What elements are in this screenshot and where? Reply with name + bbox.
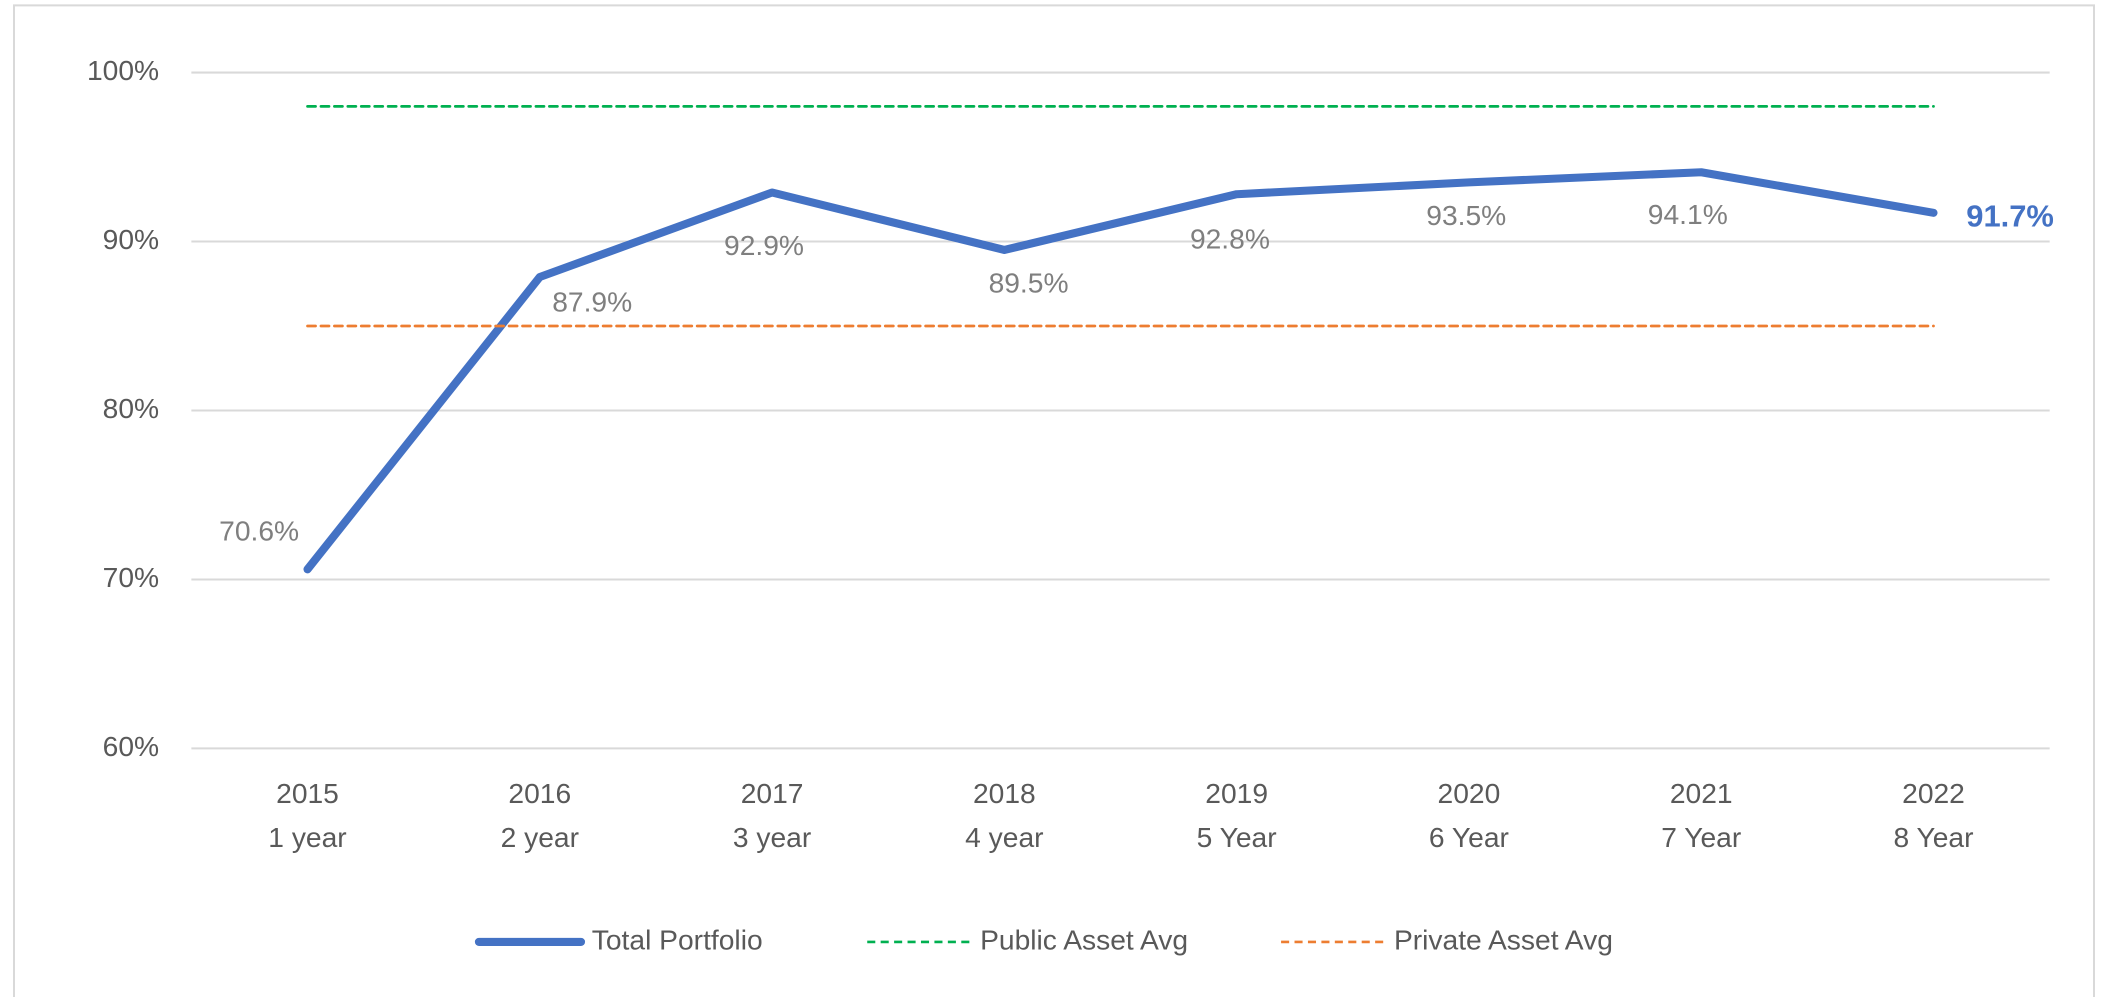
x-tick-label: 2022: [1902, 777, 1965, 809]
x-tick-label: 1 year: [268, 821, 346, 853]
data-label: 91.7%: [1966, 198, 2054, 233]
x-tick-label: 2018: [973, 777, 1036, 809]
x-tick-label: 4 year: [965, 821, 1043, 853]
y-tick-label: 70%: [103, 561, 159, 593]
x-tick-label: 2017: [741, 777, 804, 809]
series-line: [303, 168, 1938, 574]
data-label: 87.9%: [552, 285, 632, 317]
y-tick-label: 90%: [103, 223, 159, 255]
y-tick-label: 80%: [103, 392, 159, 424]
x-tick-label: 2019: [1205, 777, 1268, 809]
y-tick-label: 60%: [103, 730, 159, 762]
data-label: 89.5%: [989, 266, 1069, 298]
data-label: 92.8%: [1190, 223, 1270, 255]
legend-label: Private Asset Avg: [1394, 923, 1613, 955]
data-label: 94.1%: [1648, 198, 1728, 230]
x-tick-label: 8 Year: [1894, 821, 1974, 853]
legend-label: Public Asset Avg: [980, 923, 1188, 955]
x-tick-label: 5 Year: [1197, 821, 1277, 853]
x-tick-label: 2 year: [501, 821, 579, 853]
x-tick-label: 6 Year: [1429, 821, 1509, 853]
legend-label: Total Portfolio: [592, 923, 763, 955]
y-tick-label: 100%: [87, 54, 159, 86]
x-tick-label: 7 Year: [1661, 821, 1741, 853]
data-label: 92.9%: [724, 229, 804, 261]
data-label: 70.6%: [219, 514, 299, 546]
x-tick-label: 2020: [1438, 777, 1501, 809]
x-tick-label: 2015: [276, 777, 339, 809]
x-tick-label: 2021: [1670, 777, 1733, 809]
x-tick-label: 2016: [508, 777, 571, 809]
x-tick-label: 3 year: [733, 821, 811, 853]
data-label: 93.5%: [1426, 199, 1506, 231]
